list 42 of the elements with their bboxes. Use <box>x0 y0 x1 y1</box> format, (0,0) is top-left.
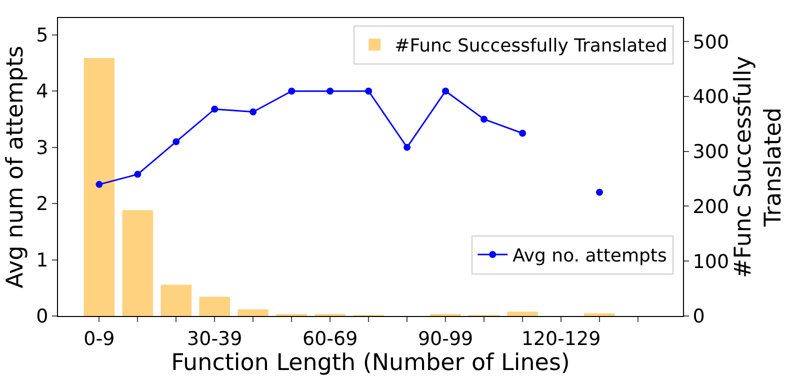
point <box>172 138 180 146</box>
point <box>404 144 411 151</box>
x-tick-label: 90-99 <box>418 328 474 350</box>
point <box>596 188 603 196</box>
bar <box>160 284 192 316</box>
y2-tick-label: 400 <box>692 86 730 108</box>
bar <box>199 296 230 316</box>
y2-tick-label: 500 <box>692 31 730 54</box>
point <box>480 116 488 123</box>
legend-label: #Func Successfully Translated <box>394 36 668 57</box>
y2-tick-label: 0 <box>692 306 705 328</box>
bar <box>122 210 154 316</box>
point <box>326 88 334 95</box>
y-tick-label: 1 <box>36 249 48 272</box>
point <box>442 88 450 95</box>
y2-tick-label: 100 <box>692 250 730 273</box>
point <box>288 88 296 95</box>
point <box>96 180 103 188</box>
x-tick-label: 60-69 <box>302 328 358 350</box>
y-tick-label: 3 <box>36 136 48 159</box>
point <box>250 108 257 116</box>
y-tick-label: 0 <box>36 306 48 328</box>
bar <box>84 58 115 316</box>
y-tick-label: 5 <box>36 24 48 47</box>
y2-tick-label: 300 <box>692 141 730 164</box>
bar <box>584 313 615 316</box>
point <box>134 170 142 178</box>
x-tick-label: 0-9 <box>84 328 115 350</box>
point <box>519 130 526 137</box>
point <box>211 106 218 113</box>
bar <box>507 312 538 316</box>
bar <box>238 309 269 316</box>
x-tick-label: 120-129 <box>521 328 601 350</box>
x-tick-label: 30-39 <box>187 328 242 350</box>
point <box>365 88 372 95</box>
y2-axis-title: #Func Successfully Translated <box>730 56 787 278</box>
y-tick-label: 4 <box>36 80 48 103</box>
x-axis-title: Function Length (Number of Lines) <box>171 350 570 376</box>
legend-label: Avg no. attempts <box>512 246 667 266</box>
y2-tick-label: 200 <box>692 196 730 218</box>
y-axis-title: Avg num of attempts <box>2 46 29 288</box>
y-tick-label: 2 <box>36 193 48 216</box>
